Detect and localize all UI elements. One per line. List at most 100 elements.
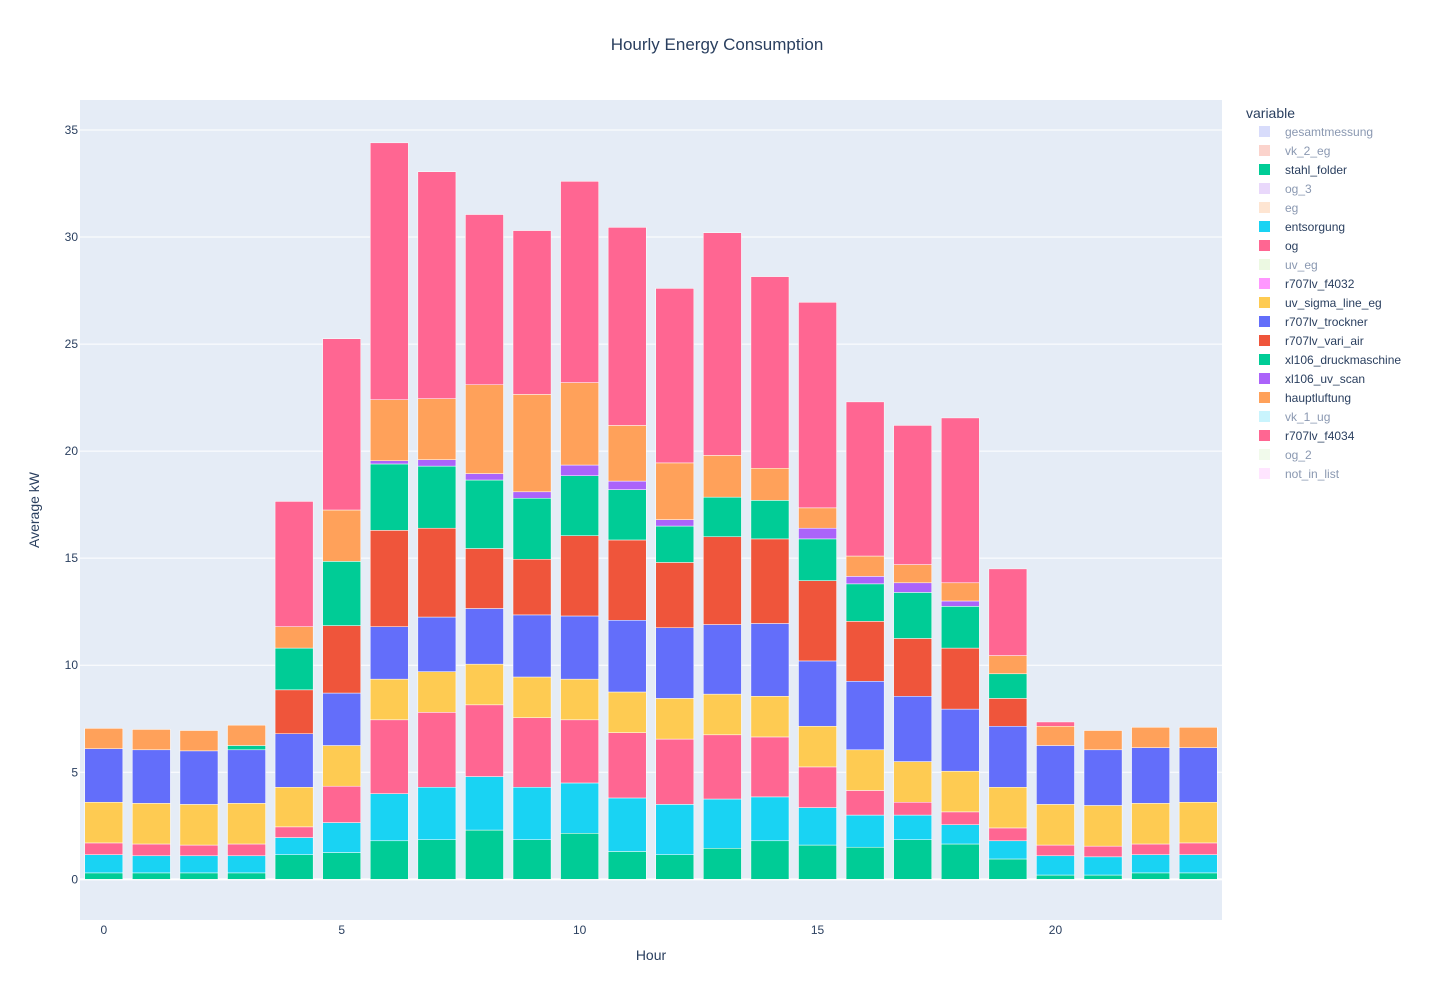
- bar-segment[interactable]: [322, 822, 361, 853]
- bar-segment[interactable]: [560, 615, 599, 680]
- bar-segment[interactable]: [703, 455, 742, 498]
- bar-segment[interactable]: [132, 729, 171, 751]
- bar-segment[interactable]: [1083, 856, 1123, 876]
- bar-segment[interactable]: [1178, 872, 1218, 880]
- bar-segment[interactable]: [179, 872, 219, 880]
- bar-segment[interactable]: [417, 459, 457, 467]
- bar-segment[interactable]: [417, 398, 457, 460]
- bar-segment[interactable]: [1036, 804, 1075, 846]
- bar-segment[interactable]: [1178, 747, 1218, 803]
- bar-segment[interactable]: [750, 500, 790, 540]
- bar-segment[interactable]: [274, 626, 314, 649]
- bar-segment[interactable]: [560, 782, 599, 834]
- bar-segment[interactable]: [227, 843, 266, 857]
- bar-segment[interactable]: [941, 708, 980, 772]
- bar-segment[interactable]: [941, 824, 980, 845]
- bar-segment[interactable]: [1178, 727, 1218, 748]
- bar-segment[interactable]: [417, 465, 457, 529]
- bar-segment[interactable]: [1036, 855, 1075, 876]
- bar-segment[interactable]: [560, 719, 599, 784]
- bar-segment[interactable]: [322, 561, 361, 626]
- bar-segment[interactable]: [1178, 854, 1218, 874]
- bar-segment[interactable]: [84, 728, 124, 749]
- bar-segment[interactable]: [560, 535, 599, 617]
- bar-segment[interactable]: [560, 181, 599, 383]
- legend-item[interactable]: stahl_folder: [1259, 163, 1347, 177]
- bar-segment[interactable]: [1083, 749, 1123, 806]
- bar-segment[interactable]: [1178, 842, 1218, 855]
- bar-segment[interactable]: [132, 855, 171, 874]
- bar-segment[interactable]: [132, 749, 171, 804]
- bar-segment[interactable]: [417, 712, 457, 788]
- bar-segment[interactable]: [607, 425, 647, 482]
- bar-segment[interactable]: [845, 401, 885, 557]
- bar-segment[interactable]: [512, 491, 552, 499]
- bar-segment[interactable]: [941, 606, 980, 649]
- bar-segment[interactable]: [941, 770, 980, 813]
- bar-segment[interactable]: [465, 829, 504, 880]
- bar-segment[interactable]: [703, 624, 742, 695]
- bar-segment[interactable]: [1036, 874, 1075, 880]
- bar-segment[interactable]: [512, 839, 552, 880]
- bar-segment[interactable]: [893, 761, 932, 803]
- bar-segment[interactable]: [512, 676, 552, 718]
- bar-segment[interactable]: [1178, 801, 1218, 844]
- bar-segment[interactable]: [560, 475, 599, 536]
- bar-segment[interactable]: [1131, 747, 1170, 804]
- bar-segment[interactable]: [845, 814, 885, 848]
- bar-segment[interactable]: [1131, 803, 1170, 845]
- bar-segment[interactable]: [322, 745, 361, 787]
- bar-segment[interactable]: [465, 776, 504, 831]
- bar-segment[interactable]: [370, 460, 409, 465]
- bar-segment[interactable]: [512, 394, 552, 493]
- bar-segment[interactable]: [227, 749, 266, 804]
- bar-segment[interactable]: [465, 663, 504, 706]
- legend-item[interactable]: vk_2_eg: [1259, 144, 1330, 158]
- bar-segment[interactable]: [560, 833, 599, 880]
- bar-segment[interactable]: [988, 673, 1028, 699]
- bar-segment[interactable]: [274, 689, 314, 734]
- bar-segment[interactable]: [703, 536, 742, 625]
- bar-segment[interactable]: [227, 855, 266, 874]
- bar-segment[interactable]: [322, 509, 361, 562]
- bar-segment[interactable]: [893, 564, 932, 584]
- bar-segment[interactable]: [1036, 721, 1075, 727]
- bar-segment[interactable]: [1131, 854, 1170, 874]
- bar-segment[interactable]: [607, 620, 647, 693]
- bar-segment[interactable]: [1083, 730, 1123, 751]
- bar-segment[interactable]: [465, 548, 504, 609]
- bar-segment[interactable]: [370, 399, 409, 462]
- bar-segment[interactable]: [417, 527, 457, 618]
- bar-segment[interactable]: [798, 844, 837, 880]
- bar-segment[interactable]: [798, 807, 837, 846]
- bar-segment[interactable]: [893, 425, 932, 565]
- bar-segment[interactable]: [370, 719, 409, 794]
- bar-segment[interactable]: [1131, 843, 1170, 855]
- bar-segment[interactable]: [798, 660, 837, 727]
- bar-segment[interactable]: [798, 527, 837, 540]
- bar-segment[interactable]: [893, 801, 932, 816]
- legend-item[interactable]: r707lv_trockner: [1259, 315, 1368, 329]
- bar-segment[interactable]: [512, 230, 552, 395]
- bar-segment[interactable]: [750, 796, 790, 842]
- bar-segment[interactable]: [655, 519, 695, 527]
- bar-segment[interactable]: [370, 793, 409, 842]
- bar-segment[interactable]: [370, 840, 409, 880]
- bar-segment[interactable]: [655, 738, 695, 805]
- bar-segment[interactable]: [798, 766, 837, 808]
- bar-segment[interactable]: [988, 655, 1028, 675]
- bar-segment[interactable]: [1131, 727, 1170, 748]
- bar-segment[interactable]: [655, 854, 695, 880]
- bar-segment[interactable]: [274, 826, 314, 838]
- bar-segment[interactable]: [417, 616, 457, 672]
- legend-item[interactable]: og: [1259, 239, 1298, 253]
- bar-segment[interactable]: [465, 214, 504, 386]
- bar-segment[interactable]: [370, 463, 409, 531]
- bar-segment[interactable]: [417, 671, 457, 713]
- bar-segment[interactable]: [84, 854, 124, 874]
- bar-segment[interactable]: [988, 725, 1028, 788]
- bar-segment[interactable]: [274, 647, 314, 691]
- bar-segment[interactable]: [512, 614, 552, 678]
- bar-segment[interactable]: [798, 580, 837, 662]
- bar-segment[interactable]: [417, 171, 457, 399]
